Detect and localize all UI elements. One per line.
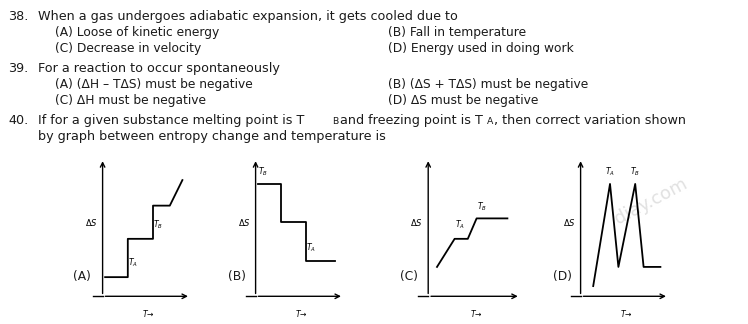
Text: $T_A$: $T_A$ — [306, 242, 316, 254]
Text: , then correct variation shown: , then correct variation shown — [494, 114, 686, 127]
Text: $T_A$: $T_A$ — [605, 165, 615, 178]
Text: $T\!\rightarrow$: $T\!\rightarrow$ — [295, 308, 308, 319]
Text: by graph between entropy change and temperature is: by graph between entropy change and temp… — [38, 130, 386, 143]
Text: (B): (B) — [228, 270, 246, 283]
Text: When a gas undergoes adiabatic expansion, it gets cooled due to: When a gas undergoes adiabatic expansion… — [38, 10, 458, 23]
Text: $T_B$: $T_B$ — [631, 165, 640, 178]
Text: $T_A$: $T_A$ — [128, 257, 138, 270]
Text: (C) ΔH must be negative: (C) ΔH must be negative — [55, 94, 206, 107]
Text: $T_B$: $T_B$ — [153, 219, 163, 231]
Text: $T_B$: $T_B$ — [258, 165, 268, 178]
Text: A: A — [487, 117, 494, 126]
Text: If for a given substance melting point is T: If for a given substance melting point i… — [38, 114, 304, 127]
Text: (D) ΔS must be negative: (D) ΔS must be negative — [388, 94, 539, 107]
Text: $\Delta S$: $\Delta S$ — [563, 217, 576, 228]
Text: $\Delta S$: $\Delta S$ — [85, 217, 98, 228]
Text: 39.: 39. — [8, 62, 28, 75]
Text: $T_B$: $T_B$ — [476, 201, 487, 213]
Text: and freezing point is T: and freezing point is T — [340, 114, 483, 127]
Text: $T\!\rightarrow$: $T\!\rightarrow$ — [620, 308, 634, 319]
Text: For a reaction to occur spontaneously: For a reaction to occur spontaneously — [38, 62, 280, 75]
Text: (B) Fall in temperature: (B) Fall in temperature — [388, 26, 526, 39]
Text: (A) Loose of kinetic energy: (A) Loose of kinetic energy — [55, 26, 219, 39]
Text: $\Delta S$: $\Delta S$ — [239, 217, 251, 228]
Text: $T\!\rightarrow$: $T\!\rightarrow$ — [142, 308, 156, 319]
Text: (B) (ΔS + TΔS) must be negative: (B) (ΔS + TΔS) must be negative — [388, 78, 588, 91]
Text: 40.: 40. — [8, 114, 28, 127]
Text: 38.: 38. — [8, 10, 28, 23]
Text: (D): (D) — [553, 270, 572, 283]
Text: $T_A$: $T_A$ — [455, 219, 465, 231]
Text: (A): (A) — [73, 270, 91, 283]
Text: (A) (ΔH – TΔS) must be negative: (A) (ΔH – TΔS) must be negative — [55, 78, 253, 91]
Text: $T\!\rightarrow$: $T\!\rightarrow$ — [470, 308, 483, 319]
Text: (D) Energy used in doing work: (D) Energy used in doing work — [388, 42, 574, 55]
Text: diay.com: diay.com — [611, 174, 690, 227]
Text: (C): (C) — [400, 270, 418, 283]
Text: B: B — [332, 117, 338, 126]
Text: $\Delta S$: $\Delta S$ — [411, 217, 423, 228]
Text: (C) Decrease in velocity: (C) Decrease in velocity — [55, 42, 201, 55]
